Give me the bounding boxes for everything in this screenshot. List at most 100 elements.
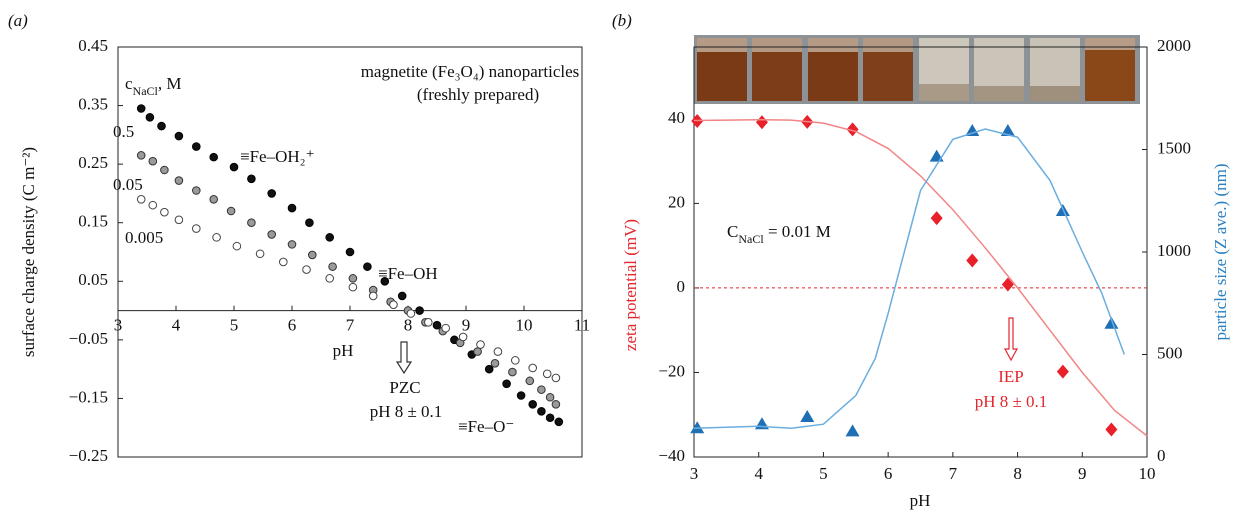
annotation: ≡Fe–OH	[378, 264, 438, 283]
x-tick-label: 6	[884, 464, 893, 483]
x-axis-label: pH	[910, 491, 931, 510]
data-point	[174, 176, 184, 185]
annotation: ≡Fe–O⁻	[458, 417, 514, 436]
sample-photo	[694, 35, 1140, 104]
data-point	[145, 112, 155, 122]
x-tick-label: 5	[819, 464, 828, 483]
y-tick-label: −0.05	[69, 329, 108, 348]
data-point	[554, 417, 564, 427]
data-point	[528, 363, 538, 373]
y2-axis-label: particle size (Z ave.) (nm)	[1211, 164, 1230, 341]
data-point	[528, 399, 538, 409]
y2-tick-label: 1500	[1157, 138, 1191, 157]
y2-tick-label: 500	[1157, 343, 1183, 362]
x-tick-label: 6	[288, 315, 297, 334]
data-point	[348, 274, 358, 283]
annotation: pH 8 ± 0.1	[370, 402, 443, 421]
zeta-point	[1105, 422, 1118, 437]
data-point	[545, 413, 555, 423]
x-tick-label: 10	[1139, 464, 1156, 483]
size-point	[690, 421, 705, 434]
x-tick-label: 7	[346, 315, 355, 334]
x-tick-label: 8	[404, 315, 413, 334]
annotation: IEP	[998, 367, 1024, 386]
data-point	[441, 323, 451, 333]
data-point	[267, 230, 277, 239]
x-tick-label: 9	[462, 315, 471, 334]
data-point	[380, 276, 390, 286]
data-point	[345, 247, 355, 257]
zeta-point	[846, 122, 859, 137]
data-point	[502, 379, 511, 389]
y-tick-label: 0.35	[78, 94, 108, 113]
data-point	[406, 309, 416, 318]
data-point	[287, 240, 297, 249]
conc-label-part: = 0.01 M	[764, 222, 831, 241]
data-point	[174, 215, 184, 225]
data-point	[325, 274, 335, 283]
zeta-point	[966, 253, 979, 268]
x-tick-label: 7	[949, 464, 958, 483]
plot-frame	[693, 46, 1148, 458]
x-tick-label: 3	[690, 464, 699, 483]
y2-tick-label: 0	[1157, 446, 1166, 465]
data-point	[226, 206, 236, 216]
data-point	[424, 317, 433, 327]
size-point	[929, 149, 944, 162]
data-point	[192, 186, 201, 195]
y-tick-label: 0.25	[78, 153, 108, 172]
x-tick-label: 10	[516, 315, 533, 334]
y-tick-label: −20	[658, 361, 685, 380]
x-tick-label: 11	[574, 315, 590, 334]
size-point	[1000, 124, 1015, 137]
data-point	[136, 194, 146, 204]
data-point	[209, 194, 218, 204]
x-tick-label: 4	[754, 464, 763, 483]
y-axis-label: zeta potential (mV)	[621, 219, 640, 351]
iep-arrow	[1003, 317, 1019, 362]
data-point	[247, 218, 256, 228]
data-point	[212, 233, 221, 242]
data-point	[192, 224, 201, 233]
data-point	[551, 373, 561, 383]
data-point	[157, 121, 166, 131]
data-point	[473, 347, 482, 356]
conc-label-part: C	[727, 222, 738, 241]
size-point	[965, 124, 980, 137]
x-tick-label: 4	[172, 315, 181, 334]
legend-title-part: , M	[158, 74, 182, 93]
plot-frame	[117, 46, 583, 458]
x-axis-label: pH	[333, 341, 354, 360]
data-point	[192, 142, 201, 151]
data-point	[415, 306, 424, 315]
data-point	[545, 392, 555, 402]
data-point	[287, 203, 297, 213]
x-tick-label: 9	[1078, 464, 1087, 483]
data-point	[537, 407, 546, 416]
y-tick-label: 0	[677, 277, 686, 296]
size-point	[1104, 316, 1119, 329]
data-point	[136, 151, 146, 160]
data-point	[174, 131, 184, 141]
data-point	[348, 282, 358, 292]
annotation: ≡Fe–OH₂⁺	[240, 147, 315, 166]
zeta-point	[1056, 364, 1069, 379]
data-point	[148, 156, 158, 166]
data-point	[136, 104, 146, 113]
data-point	[397, 291, 407, 301]
y-tick-label: −0.15	[69, 387, 108, 406]
series-label: 0.05	[113, 175, 143, 194]
chart-subtitle: (freshly prepared)	[417, 85, 539, 104]
data-point	[516, 391, 526, 400]
size-point	[800, 410, 815, 423]
data-point	[148, 200, 158, 210]
data-point	[325, 233, 335, 242]
y-tick-label: 0.05	[78, 270, 108, 289]
data-point	[551, 399, 561, 409]
data-point	[305, 218, 314, 228]
data-point	[363, 262, 372, 271]
legend-title-part: NaCl	[133, 84, 159, 98]
y2-tick-label: 2000	[1157, 36, 1191, 55]
series-label: 0.5	[113, 122, 134, 141]
data-point	[493, 347, 503, 356]
